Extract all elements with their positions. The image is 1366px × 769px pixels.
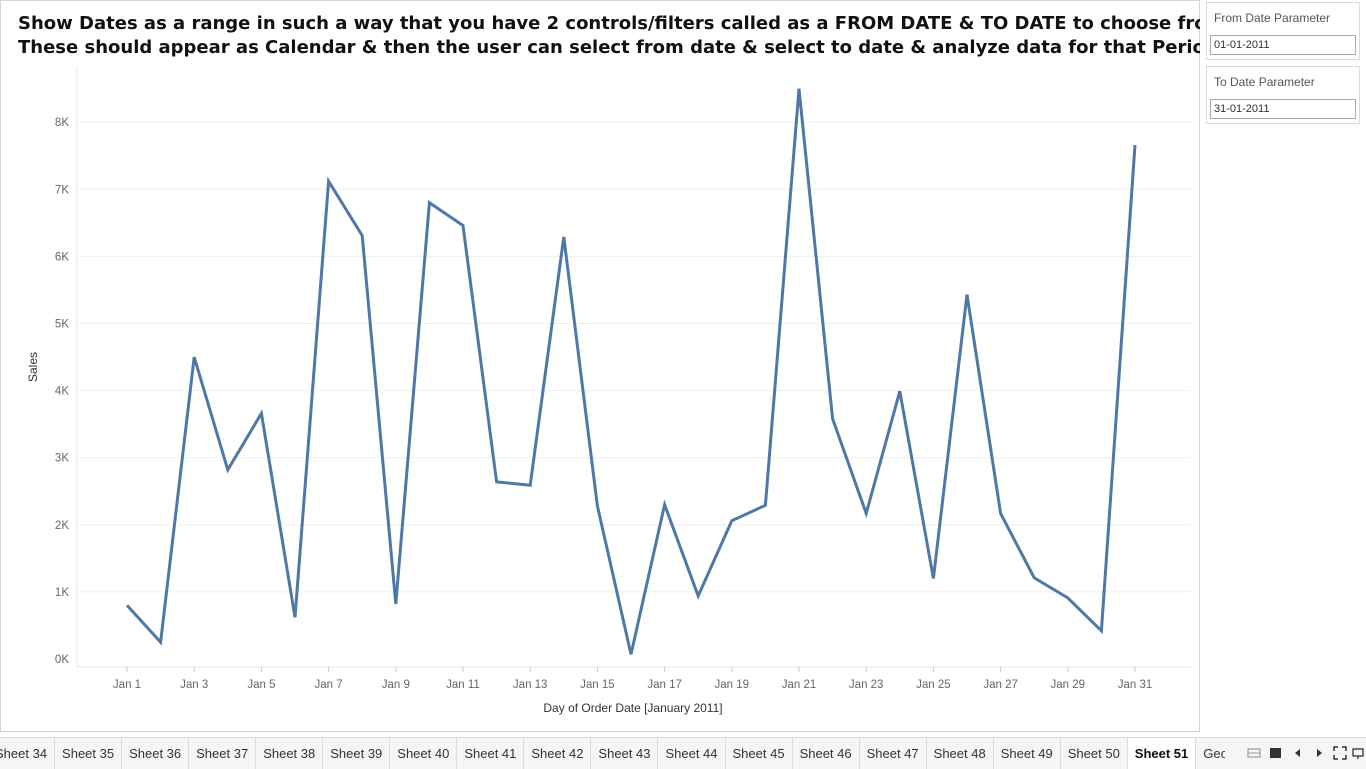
data-point[interactable] — [190, 353, 198, 361]
prev-tab-icon[interactable] — [1291, 746, 1305, 760]
data-point[interactable] — [728, 517, 736, 525]
sheet-tab[interactable]: Sheet 45 — [725, 738, 793, 769]
sheet-tab[interactable]: Sheet 36 — [122, 738, 190, 769]
sheet-tab[interactable]: Sheet 48 — [926, 738, 994, 769]
data-point[interactable] — [829, 415, 837, 423]
x-tick-label: Jan 13 — [513, 679, 548, 691]
data-point[interactable] — [694, 592, 702, 600]
sheet-tab[interactable]: Sheet 38 — [256, 738, 324, 769]
y-axis-title: Sales — [26, 352, 40, 382]
data-point[interactable] — [997, 509, 1005, 517]
y-tick-label: 8K — [55, 117, 69, 129]
x-tick-label: Jan 19 — [715, 679, 750, 691]
from-date-input[interactable]: 01-01-2011 — [1210, 35, 1356, 55]
show-tabs-icon[interactable] — [1269, 746, 1283, 760]
x-tick-label: Jan 17 — [647, 679, 682, 691]
data-point[interactable] — [425, 199, 433, 207]
sheet-tab[interactable]: Sheet 39 — [323, 738, 391, 769]
data-point[interactable] — [291, 613, 299, 621]
sheet-tab[interactable]: Geo map — [1196, 738, 1225, 769]
y-tick-label: 0K — [55, 654, 69, 666]
sheet-tab[interactable]: Sheet 49 — [993, 738, 1061, 769]
x-tick-label: Jan 25 — [916, 679, 951, 691]
title-line-2: These should appear as Calendar & then t… — [18, 37, 1225, 58]
to-date-input[interactable]: 31-01-2011 — [1210, 99, 1356, 119]
x-tick-label: Jan 9 — [382, 679, 410, 691]
data-point[interactable] — [224, 466, 232, 474]
x-tick-label: Jan 23 — [849, 679, 884, 691]
sheet-tab[interactable]: Sheet 46 — [792, 738, 860, 769]
y-tick-label: 6K — [55, 251, 69, 263]
data-point[interactable] — [123, 601, 131, 609]
data-point[interactable] — [627, 650, 635, 658]
expand-icon[interactable] — [1351, 746, 1365, 760]
y-tick-label: 5K — [55, 319, 69, 331]
sheet-title: Show Dates as a range in such a way that… — [18, 12, 1233, 60]
data-point[interactable] — [1131, 141, 1139, 149]
data-point[interactable] — [963, 291, 971, 299]
sheet-tab[interactable]: Sheet 44 — [658, 738, 726, 769]
next-tab-icon[interactable] — [1312, 746, 1326, 760]
y-tick-label: 4K — [55, 386, 69, 398]
y-tick-label: 7K — [55, 184, 69, 196]
data-point[interactable] — [929, 574, 937, 582]
sheet-tab[interactable]: Sheet 47 — [859, 738, 927, 769]
sheet-tab-bar: Sheet 34 Sheet 35 Sheet 36 Sheet 37 Sheet 38… — [0, 737, 1366, 769]
data-point[interactable] — [1097, 627, 1105, 635]
data-point[interactable] — [325, 177, 333, 185]
sheet-tab[interactable]: Sheet 42 — [524, 738, 592, 769]
data-point[interactable] — [896, 387, 904, 395]
sheet-tab[interactable]: Sheet 51 — [1127, 738, 1197, 769]
sales-series-line[interactable] — [125, 88, 1137, 655]
to-date-parameter-card: To Date Parameter 31-01-2011 — [1206, 66, 1360, 124]
x-tick-label: Jan 7 — [315, 679, 343, 691]
sheet-tab[interactable]: Sheet 37 — [189, 738, 257, 769]
title-line-1: Show Dates as a range in such a way that… — [18, 13, 1233, 34]
y-tick-label: 1K — [55, 587, 69, 599]
sheet-tab[interactable]: Sheet 43 — [591, 738, 659, 769]
x-tick-label: Jan 1 — [113, 679, 141, 691]
x-tick-label: Jan 11 — [446, 679, 480, 691]
show-filmstrip-icon[interactable] — [1247, 746, 1261, 760]
sheet-tab[interactable]: Sheet 34 — [0, 738, 56, 769]
x-tick-label: Jan 15 — [580, 679, 615, 691]
parameters-panel: From Date Parameter 01-01-2011 To Date P… — [1200, 0, 1366, 732]
data-point[interactable] — [157, 638, 165, 646]
data-point[interactable] — [493, 478, 501, 486]
sheet-tab[interactable]: Sheet 41 — [457, 738, 525, 769]
data-point[interactable] — [392, 600, 400, 608]
data-point[interactable] — [593, 502, 601, 510]
data-point[interactable] — [257, 409, 265, 417]
data-point[interactable] — [761, 501, 769, 509]
sheet-tab[interactable]: Sheet 40 — [390, 738, 458, 769]
sheet-tab[interactable]: Sheet 50 — [1060, 738, 1128, 769]
data-point[interactable] — [1064, 594, 1072, 602]
x-tick-label: Jan 5 — [247, 679, 275, 691]
x-tick-label: Jan 31 — [1118, 679, 1153, 691]
sheet-tabs: Sheet 34 Sheet 35 Sheet 36 Sheet 37 Sheet 38… — [0, 738, 1225, 769]
data-point[interactable] — [459, 222, 467, 230]
data-point[interactable] — [661, 501, 669, 509]
y-tick-label: 3K — [55, 453, 69, 465]
tab-controls — [1225, 738, 1366, 769]
sheet-tab[interactable]: Sheet 35 — [55, 738, 123, 769]
from-date-parameter-card: From Date Parameter 01-01-2011 — [1206, 2, 1360, 60]
data-point[interactable] — [526, 481, 534, 489]
fullscreen-icon[interactable] — [1333, 746, 1347, 760]
x-axis-title: Day of Order Date [January 2011] — [543, 701, 722, 715]
to-date-parameter-label: To Date Parameter — [1214, 75, 1315, 89]
data-point[interactable] — [1030, 574, 1038, 582]
data-point[interactable] — [560, 233, 568, 241]
x-tick-label: Jan 29 — [1051, 679, 1086, 691]
y-tick-label: 2K — [55, 520, 69, 532]
x-tick-label: Jan 21 — [782, 679, 817, 691]
from-date-parameter-label: From Date Parameter — [1214, 11, 1331, 25]
sales-line-chart[interactable]: 0K 1K 2K 3K 4K 5K 6K 7K 8K Jan 1 Jan 3 Jan 5 Jan 7 Ja… — [1, 1, 1199, 731]
data-point[interactable] — [358, 232, 366, 240]
worksheet-area: Show Dates as a range in such a way that… — [0, 0, 1233, 732]
x-tick-label: Jan 3 — [180, 679, 208, 691]
x-tick-label: Jan 27 — [983, 679, 1018, 691]
data-point[interactable] — [795, 85, 803, 93]
data-point[interactable] — [862, 509, 870, 517]
